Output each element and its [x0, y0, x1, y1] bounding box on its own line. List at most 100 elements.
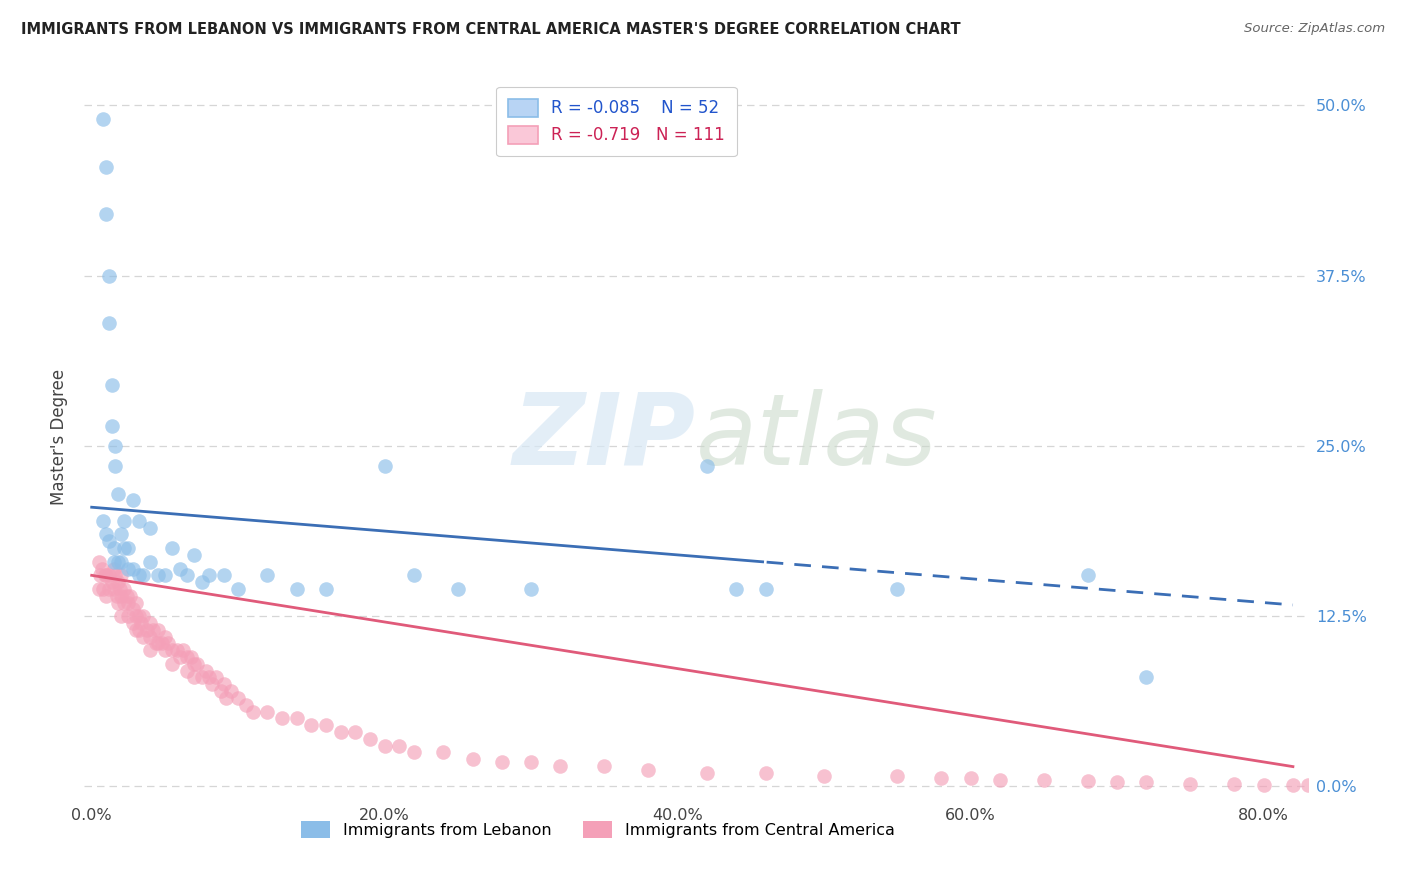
- Point: [108, 582, 131, 596]
- Point: [103, 541, 125, 555]
- Point: [285, 582, 308, 596]
- Point: [186, 657, 208, 671]
- Point: [520, 582, 543, 596]
- Point: [1135, 775, 1157, 789]
- Point: [190, 671, 212, 685]
- Point: [1296, 778, 1319, 792]
- Point: [1077, 774, 1099, 789]
- Point: [121, 493, 143, 508]
- Point: [128, 609, 150, 624]
- Point: [198, 671, 221, 685]
- Point: [1326, 780, 1348, 794]
- Point: [107, 486, 129, 500]
- Point: [520, 755, 543, 769]
- Point: [104, 459, 127, 474]
- Point: [115, 589, 138, 603]
- Point: [696, 459, 718, 474]
- Point: [103, 561, 125, 575]
- Point: [1282, 778, 1305, 792]
- Point: [110, 555, 132, 569]
- Point: [271, 711, 294, 725]
- Point: [1223, 777, 1246, 791]
- Point: [110, 527, 132, 541]
- Point: [146, 636, 169, 650]
- Point: [166, 643, 188, 657]
- Point: [104, 568, 127, 582]
- Point: [110, 609, 132, 624]
- Point: [813, 768, 835, 782]
- Point: [139, 521, 162, 535]
- Point: [1135, 671, 1157, 685]
- Point: [226, 582, 249, 596]
- Point: [886, 768, 908, 782]
- Point: [1369, 780, 1392, 794]
- Point: [183, 671, 205, 685]
- Point: [201, 677, 224, 691]
- Point: [112, 541, 135, 555]
- Point: [725, 582, 748, 596]
- Point: [162, 643, 184, 657]
- Point: [176, 568, 198, 582]
- Y-axis label: Master's Degree: Master's Degree: [51, 369, 69, 505]
- Point: [107, 596, 129, 610]
- Point: [315, 718, 337, 732]
- Point: [128, 568, 150, 582]
- Point: [256, 568, 278, 582]
- Point: [190, 575, 212, 590]
- Point: [153, 568, 176, 582]
- Point: [1180, 777, 1202, 791]
- Point: [101, 377, 124, 392]
- Point: [1107, 775, 1129, 789]
- Point: [1310, 780, 1333, 794]
- Point: [110, 589, 132, 603]
- Point: [128, 623, 150, 637]
- Point: [89, 568, 111, 582]
- Point: [101, 418, 124, 433]
- Point: [374, 459, 396, 474]
- Point: [117, 596, 139, 610]
- Point: [131, 615, 153, 630]
- Point: [107, 555, 129, 569]
- Point: [153, 630, 176, 644]
- Point: [754, 765, 776, 780]
- Point: [183, 548, 205, 562]
- Point: [98, 268, 121, 283]
- Point: [344, 725, 367, 739]
- Point: [124, 623, 146, 637]
- Point: [87, 555, 110, 569]
- Point: [153, 643, 176, 657]
- Point: [1340, 780, 1362, 794]
- Point: [637, 763, 659, 777]
- Point: [124, 609, 146, 624]
- Point: [329, 725, 352, 739]
- Point: [183, 657, 205, 671]
- Point: [550, 759, 572, 773]
- Point: [107, 575, 129, 590]
- Point: [124, 596, 146, 610]
- Point: [176, 650, 198, 665]
- Point: [447, 582, 470, 596]
- Point: [87, 582, 110, 596]
- Text: Source: ZipAtlas.com: Source: ZipAtlas.com: [1244, 22, 1385, 36]
- Legend: Immigrants from Lebanon, Immigrants from Central America: Immigrants from Lebanon, Immigrants from…: [294, 814, 903, 846]
- Point: [112, 514, 135, 528]
- Point: [136, 623, 159, 637]
- Text: ZIP: ZIP: [513, 389, 696, 485]
- Point: [1253, 778, 1275, 792]
- Point: [491, 755, 513, 769]
- Point: [96, 207, 118, 221]
- Point: [959, 772, 981, 786]
- Point: [103, 555, 125, 569]
- Point: [156, 636, 179, 650]
- Point: [205, 671, 228, 685]
- Point: [96, 160, 118, 174]
- Point: [139, 555, 162, 569]
- Point: [93, 514, 115, 528]
- Point: [212, 677, 235, 691]
- Point: [98, 568, 121, 582]
- Point: [146, 623, 169, 637]
- Point: [146, 568, 169, 582]
- Point: [402, 746, 425, 760]
- Point: [432, 746, 454, 760]
- Point: [242, 705, 264, 719]
